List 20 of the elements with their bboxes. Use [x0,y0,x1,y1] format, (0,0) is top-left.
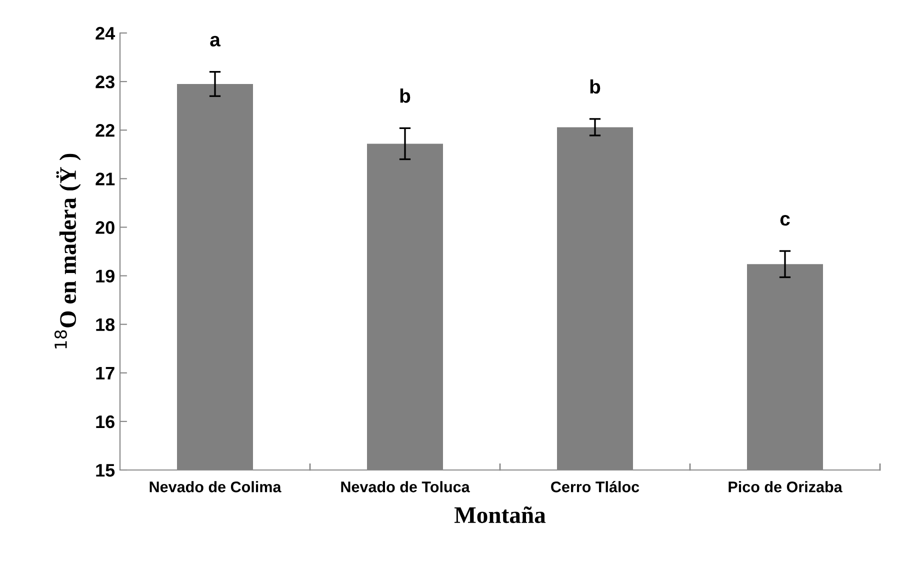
annotation: c [780,215,790,226]
y-tick-label: 20 [96,221,114,234]
y-tick-label: 23 [96,75,114,88]
x-axis-title: Montaña [454,506,546,524]
y-tick-label: 21 [96,172,115,186]
y-tick-label: 17 [96,367,114,380]
x-tick-label: Nevado de Colima [150,481,282,492]
y-tick-label: 24 [96,26,116,40]
x-tick-label: Pico de Orizaba [728,481,842,492]
y-tick-label: 18 [96,318,115,332]
x-tick-label: Nevado de Toluca [341,481,470,492]
y-tick-label: 22 [96,124,114,137]
y-tick-label: 16 [96,415,114,428]
annotation: a [210,36,221,47]
annotation: b [590,79,600,94]
y-axis-title: $^{18}$O en madera (Ÿ ) [54,154,81,348]
y-tick-label: 19 [96,270,114,282]
x-tick-label: Cerro Tláloc [551,480,640,492]
y-tick-label: 15 [96,464,115,477]
annotation: b [400,88,410,103]
